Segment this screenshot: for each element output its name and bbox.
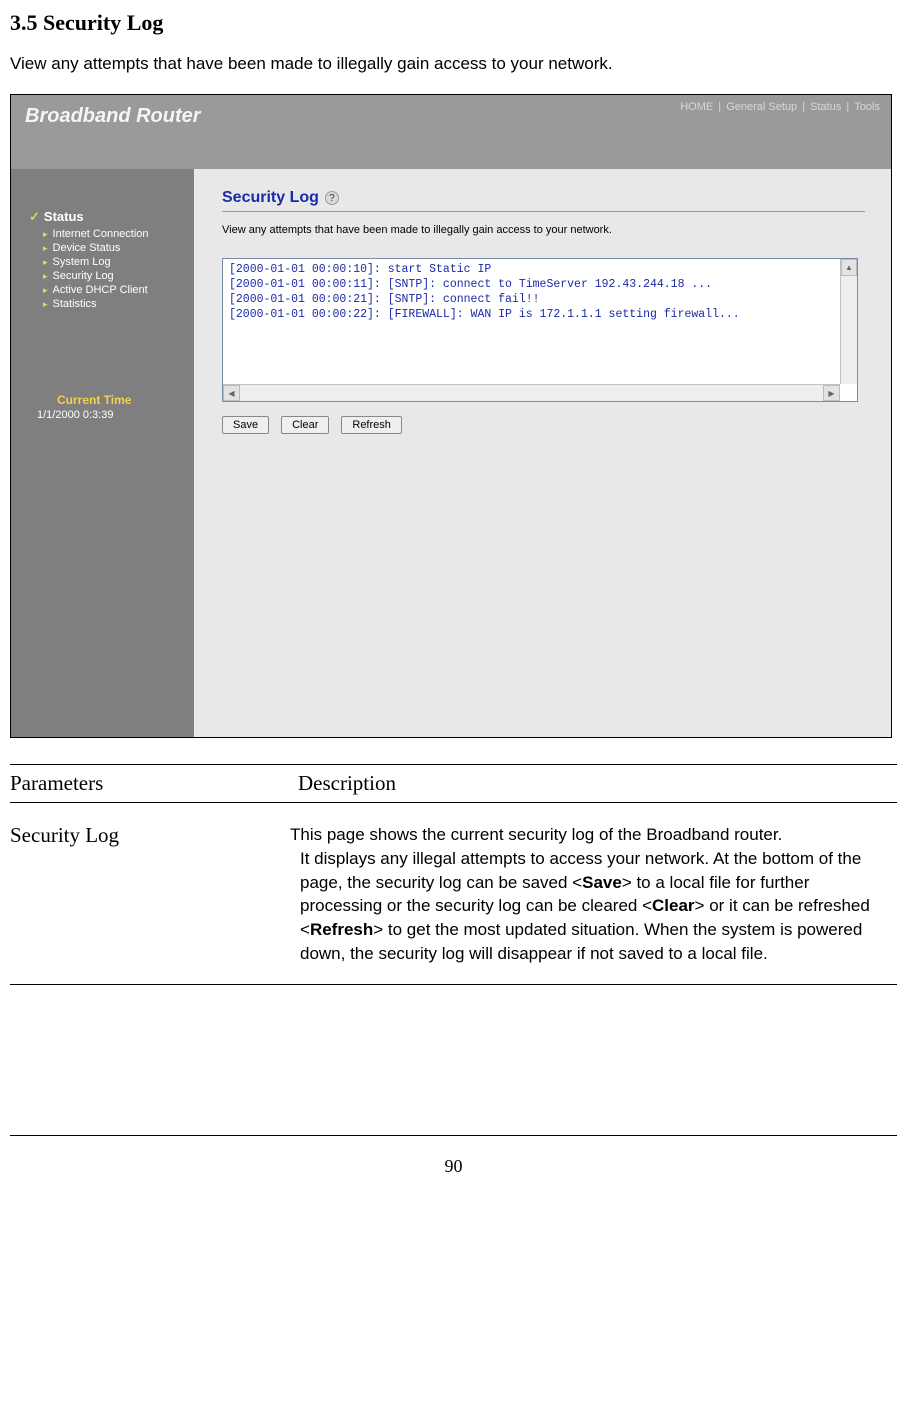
nav-tools[interactable]: Tools [854,101,880,113]
clear-button[interactable]: Clear [281,416,329,434]
sidebar-item-systemlog[interactable]: System Log [43,256,184,268]
log-box-wrap: [2000-01-01 00:00:10]: start Static IP [… [222,258,858,402]
help-icon[interactable]: ? [325,191,339,205]
current-time-label: Current Time [57,393,131,407]
status-label: Status [44,209,84,224]
table-header: Parameters Description [10,771,897,796]
sidebar-item-internet[interactable]: Internet Connection [43,228,184,240]
scroll-right-icon[interactable]: ▶ [823,385,840,401]
td-param: Security Log [10,823,290,966]
scroll-left-icon[interactable]: ◀ [223,385,240,401]
nav-sep: | [799,101,808,113]
desc-save: Save [582,873,622,892]
log-textarea[interactable]: [2000-01-01 00:00:10]: start Static IP [… [222,258,858,402]
current-time-value: 1/1/2000 0:3:39 [37,409,113,421]
section-title: 3.5 Security Log [10,10,897,36]
panel-title: Security Log ? [222,189,865,207]
main-panel: Security Log ? View any attempts that ha… [194,169,891,737]
nav-sep: | [843,101,852,113]
table-top-rule [10,764,897,765]
desc-3g: > to get the most updated situation. Whe… [300,920,862,963]
sidebar-item-stats[interactable]: Statistics [43,298,184,310]
nav-status[interactable]: Status [810,101,841,113]
save-button[interactable]: Save [222,416,269,434]
sidebar-list: Internet Connection Device Status System… [43,228,184,310]
scrollbar-horizontal[interactable]: ◀ ▶ [223,384,840,401]
sidebar-item-device[interactable]: Device Status [43,242,184,254]
sidebar-status-heading[interactable]: ✓ Status [29,209,184,224]
th-parameters: Parameters [10,771,298,796]
router-screenshot: Broadband Router HOME | General Setup | … [10,94,892,738]
desc-clear: Clear [652,896,695,915]
router-header: Broadband Router HOME | General Setup | … [11,95,891,169]
td-desc: This page shows the current security log… [290,823,897,966]
brand-label: Broadband Router [25,105,201,128]
scrollbar-vertical[interactable]: ▲ [840,259,857,384]
top-nav: HOME | General Setup | Status | Tools [679,101,881,113]
check-icon: ✓ [29,210,40,223]
desc-line2: It displays any illegal attempts to acce… [300,849,709,868]
desc-refresh: Refresh [310,920,373,939]
page-number: 90 [10,1135,897,1177]
table-row: Security Log This page shows the current… [10,823,897,966]
scroll-up-icon[interactable]: ▲ [841,259,857,276]
panel-divider [222,211,865,212]
sidebar-item-securitylog[interactable]: Security Log [43,270,184,282]
sidebar-item-dhcp[interactable]: Active DHCP Client [43,284,184,296]
refresh-button[interactable]: Refresh [341,416,402,434]
panel-desc: View any attempts that have been made to… [222,224,865,236]
desc-line1: This page shows the current security log… [290,823,893,847]
sidebar: ✓ Status Internet Connection Device Stat… [11,169,194,737]
table-mid-rule [10,802,897,803]
table-bottom-rule [10,984,897,985]
nav-sep: | [715,101,724,113]
button-row: Save Clear Refresh [222,416,865,434]
th-description: Description [298,771,396,796]
nav-general[interactable]: General Setup [726,101,797,113]
nav-home[interactable]: HOME [680,101,713,113]
intro-text: View any attempts that have been made to… [10,54,897,74]
panel-title-text: Security Log [222,189,319,207]
